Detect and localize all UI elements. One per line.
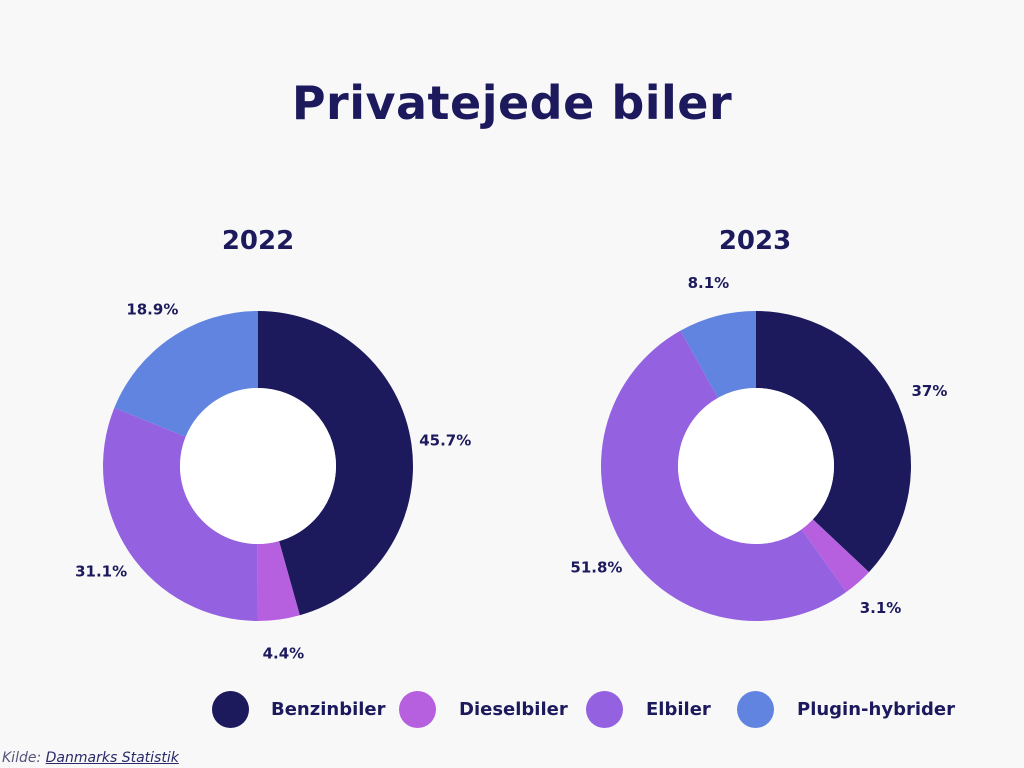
legend-swatch-elbiler	[586, 691, 623, 728]
value-label-2022-elbiler: 31.1%	[75, 562, 127, 580]
value-label-2022-dieselbiler: 4.4%	[263, 644, 305, 662]
legend-label-benzinbiler: Benzinbiler	[271, 699, 386, 720]
value-label-2023-dieselbiler: 3.1%	[860, 599, 902, 617]
slice-2022-elbiler	[102, 407, 258, 621]
chart-2023-title: 2023	[718, 226, 792, 256]
legend-swatch-benzinbiler	[212, 691, 249, 728]
slice-2023-benzinbiler	[756, 311, 911, 573]
legend-swatch-dieselbiler	[399, 691, 436, 728]
slice-2023-elbiler	[600, 330, 847, 622]
donut-chart-2022: 45.7% 4.4% 31.1% 18.9%	[75, 300, 471, 662]
legend-label-dieselbiler: Dieselbiler	[459, 699, 568, 720]
donut-chart-2023: 37% 3.1% 51.8% 8.1%	[570, 274, 948, 622]
donut-hole-2023	[678, 388, 834, 544]
source-note: Kilde: Danmarks Statistik	[2, 750, 179, 766]
donut-hole-2022	[180, 388, 336, 544]
slice-2023-dieselbiler	[801, 519, 869, 592]
source-link[interactable]: Danmarks Statistik	[45, 750, 179, 766]
slice-2022-plugin-hybrider	[114, 311, 258, 437]
legend-swatch-plugin-hybrider	[737, 691, 774, 728]
value-label-2022-plugin-hybrider: 18.9%	[126, 300, 178, 318]
chart-2022-title: 2022	[221, 226, 295, 256]
slice-2022-benzinbiler	[258, 311, 413, 616]
legend-label-elbiler: Elbiler	[646, 699, 711, 720]
legend-label-plugin-hybrider: Plugin-hybrider	[797, 699, 955, 720]
value-label-2022-benzinbiler: 45.7%	[419, 431, 471, 449]
slice-2023-plugin-hybrider	[680, 311, 756, 398]
chart-title: Privatejede biler	[291, 76, 733, 130]
source-prefix: Kilde:	[2, 750, 46, 766]
value-label-2023-benzinbiler: 37%	[912, 382, 948, 400]
value-label-2023-plugin-hybrider: 8.1%	[688, 274, 730, 292]
slice-2022-dieselbiler	[257, 541, 300, 621]
value-label-2023-elbiler: 51.8%	[570, 558, 622, 576]
